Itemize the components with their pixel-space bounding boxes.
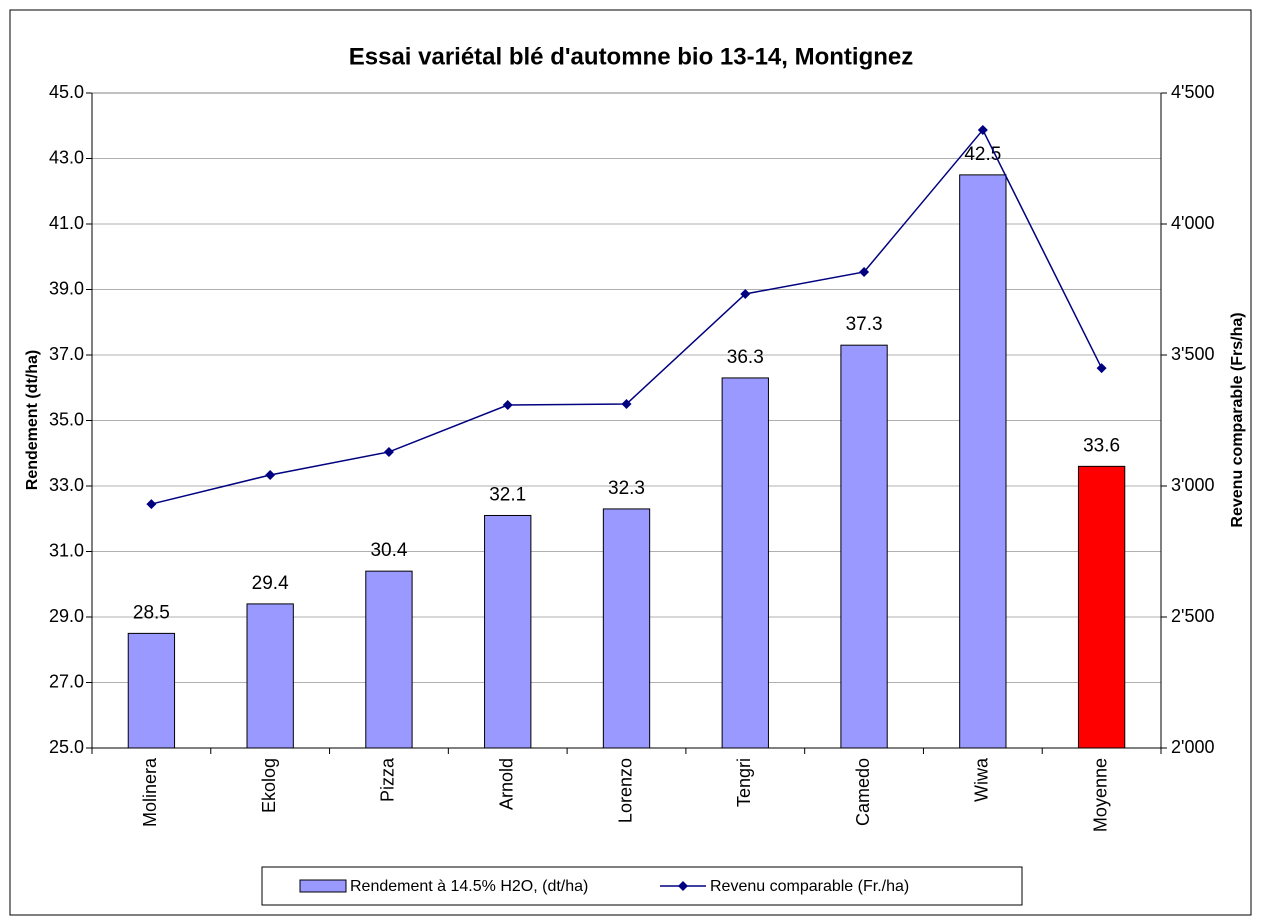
bar bbox=[602, 508, 651, 749]
y2-tick-label: 4'500 bbox=[1171, 82, 1214, 102]
x-tick-label: Tengri bbox=[734, 758, 754, 807]
x-tick-label: Moyenne bbox=[1090, 758, 1110, 832]
y2-tick-label: 3'500 bbox=[1171, 344, 1214, 364]
line-marker bbox=[740, 288, 751, 299]
line-marker bbox=[502, 400, 513, 411]
legend-marker bbox=[678, 881, 688, 891]
line-marker bbox=[383, 446, 394, 457]
bar-value-label: 29.4 bbox=[252, 573, 289, 594]
x-tick-label: Lorenzo bbox=[615, 758, 635, 823]
bar-value-label: 30.4 bbox=[370, 540, 407, 561]
bar-value-label: 37.3 bbox=[846, 314, 883, 335]
bar-value-label: 32.3 bbox=[608, 478, 645, 499]
line-marker bbox=[265, 469, 276, 480]
legend-box bbox=[261, 866, 1023, 906]
y2-tick-label: 2'000 bbox=[1171, 737, 1214, 757]
y-tick-label: 45.0 bbox=[49, 82, 84, 102]
y-tick-label: 27.0 bbox=[49, 671, 84, 691]
y-tick-label: 41.0 bbox=[49, 213, 84, 233]
bar bbox=[484, 514, 532, 749]
y2-axis-title: Revenu comparable (Frs/ha) bbox=[1229, 312, 1246, 527]
line-marker bbox=[621, 398, 632, 409]
line-marker bbox=[977, 124, 988, 135]
legend-label: Revenu comparable (Fr./ha) bbox=[710, 878, 909, 895]
x-tick-label: Arnold bbox=[496, 758, 516, 810]
y-tick-label: 37.0 bbox=[49, 344, 84, 364]
bar bbox=[365, 570, 413, 749]
y2-tick-label: 2'500 bbox=[1171, 606, 1214, 626]
bar bbox=[127, 632, 176, 749]
y-tick-label: 39.0 bbox=[49, 278, 84, 298]
x-tick-label: Molinera bbox=[140, 757, 160, 827]
line-marker bbox=[859, 266, 870, 277]
x-tick-label: Wiwa bbox=[972, 757, 992, 802]
bar-value-label: 28.5 bbox=[133, 602, 170, 623]
x-tick-label: Pizza bbox=[378, 757, 398, 802]
line-marker bbox=[1096, 363, 1107, 374]
bar bbox=[246, 603, 294, 749]
y-tick-label: 29.0 bbox=[49, 606, 84, 626]
bar bbox=[721, 377, 769, 749]
chart-title: Essai variétal blé d'automne bio 13-14, … bbox=[349, 43, 914, 70]
y-tick-label: 25.0 bbox=[49, 737, 84, 757]
bar-value-label: 33.6 bbox=[1083, 435, 1120, 456]
y-axis-title: Rendement (dt/ha) bbox=[24, 350, 41, 490]
x-tick-label: Camedo bbox=[853, 758, 873, 826]
y2-tick-label: 4'000 bbox=[1171, 213, 1214, 233]
bar-value-label: 32.1 bbox=[489, 484, 526, 505]
x-tick-label: Ekolog bbox=[259, 758, 279, 813]
y-tick-label: 35.0 bbox=[49, 409, 84, 429]
line-marker bbox=[146, 499, 157, 510]
y2-tick-label: 3'000 bbox=[1171, 475, 1214, 495]
bar-value-label: 36.3 bbox=[727, 347, 764, 368]
legend-label: Rendement à 14.5% H2O, (dt/ha) bbox=[350, 878, 588, 895]
chart-frame bbox=[9, 9, 1252, 916]
y-tick-label: 31.0 bbox=[49, 540, 84, 560]
y-tick-label: 33.0 bbox=[49, 475, 84, 495]
legend-swatch bbox=[299, 879, 347, 893]
bar bbox=[959, 174, 1007, 749]
y-tick-label: 43.0 bbox=[49, 147, 84, 167]
bar bbox=[1077, 465, 1126, 749]
bar bbox=[840, 344, 888, 749]
